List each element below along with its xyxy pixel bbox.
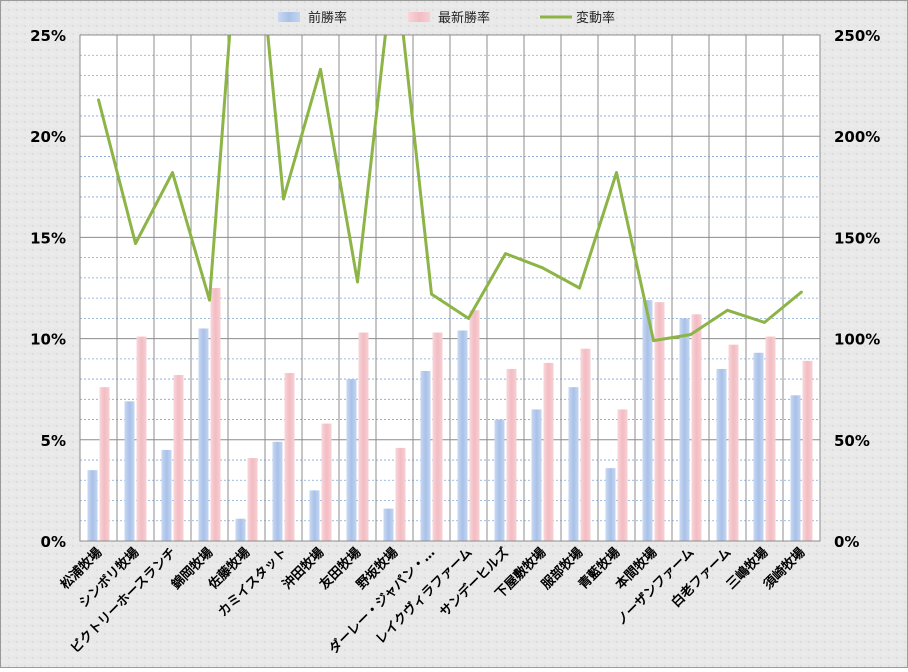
- line-point: [319, 68, 322, 71]
- bar-latest-rate: [321, 423, 332, 541]
- bar-prev-rate: [198, 328, 209, 541]
- bar-latest-rate: [654, 302, 665, 541]
- right-axis-tick-label: 0%: [834, 533, 859, 551]
- bar-latest-rate: [432, 332, 443, 541]
- left-axis-tick-label: 5%: [41, 432, 66, 450]
- line-point: [208, 298, 211, 302]
- legend: 前勝率 最新勝率 変動率: [278, 10, 615, 26]
- bar-latest-rate: [395, 447, 406, 541]
- right-axis-tick-label: 150%: [834, 229, 880, 247]
- line-point: [578, 286, 581, 290]
- bar-latest-rate: [284, 373, 295, 541]
- legend-label: 最新勝率: [438, 10, 490, 26]
- bars: [87, 288, 813, 541]
- line-point: [763, 321, 766, 324]
- line-change-rate: [97, 35, 803, 343]
- line-point: [504, 252, 507, 255]
- legend-swatch: [278, 12, 300, 22]
- bar-latest-rate: [802, 360, 813, 541]
- bar-prev-rate: [568, 387, 579, 541]
- right-axis-tick-label: 50%: [834, 432, 870, 450]
- line-point: [800, 290, 803, 294]
- bar-prev-rate: [642, 300, 653, 541]
- line-point: [467, 316, 470, 320]
- line-point: [652, 339, 655, 343]
- plot-border: [79, 34, 821, 542]
- line-point: [171, 171, 174, 175]
- left-axis-tick-label: 0%: [41, 533, 66, 551]
- bar-prev-rate: [235, 518, 246, 541]
- line-point: [726, 308, 729, 312]
- bar-prev-rate: [87, 470, 98, 541]
- bar-latest-rate: [543, 362, 554, 541]
- left-axis-tick-label: 20%: [30, 128, 66, 146]
- bar-latest-rate: [99, 387, 110, 541]
- bar-latest-rate: [358, 332, 369, 541]
- bar-latest-rate: [691, 314, 702, 541]
- line-point: [430, 292, 433, 296]
- legend-label: 変動率: [576, 10, 615, 26]
- bar-latest-rate: [210, 288, 221, 541]
- bar-prev-rate: [272, 441, 283, 541]
- bar-prev-rate: [124, 401, 135, 541]
- bar-prev-rate: [753, 352, 764, 541]
- bar-prev-rate: [679, 318, 690, 541]
- bar-latest-rate: [173, 375, 184, 541]
- line-point: [356, 280, 359, 284]
- right-axis-tick-label: 250%: [834, 27, 880, 45]
- left-axis-tick-label: 25%: [30, 27, 66, 45]
- line-point: [97, 98, 100, 102]
- line-point: [282, 197, 285, 201]
- bar-latest-rate: [136, 336, 147, 541]
- bar-prev-rate: [790, 395, 801, 541]
- legend-label: 前勝率: [308, 10, 347, 26]
- bar-prev-rate: [309, 490, 320, 541]
- bar-latest-rate: [506, 368, 517, 541]
- line-point: [615, 171, 618, 175]
- line-point: [541, 266, 544, 270]
- bar-latest-rate: [617, 409, 628, 541]
- line-point: [689, 333, 692, 336]
- bar-latest-rate: [247, 458, 258, 541]
- bar-latest-rate: [469, 310, 480, 541]
- bar-prev-rate: [716, 368, 727, 541]
- line-point: [134, 242, 137, 245]
- bar-prev-rate: [420, 370, 431, 541]
- legend-swatch: [408, 12, 430, 22]
- bar-prev-rate: [383, 508, 394, 541]
- left-axis-tick-label: 15%: [30, 229, 66, 247]
- bar-prev-rate: [457, 330, 468, 541]
- bar-latest-rate: [728, 344, 739, 541]
- bar-prev-rate: [605, 468, 616, 541]
- grid: [80, 34, 820, 541]
- bar-prev-rate: [161, 449, 172, 541]
- bar-prev-rate: [494, 419, 505, 541]
- left-axis-tick-label: 10%: [30, 331, 66, 349]
- bar-prev-rate: [531, 409, 542, 541]
- line-series: [97, 35, 803, 343]
- right-axis-tick-label: 100%: [834, 331, 880, 349]
- bar-latest-rate: [765, 336, 776, 541]
- bar-prev-rate: [346, 379, 357, 541]
- bar-latest-rate: [580, 348, 591, 541]
- right-axis-tick-label: 200%: [834, 128, 880, 146]
